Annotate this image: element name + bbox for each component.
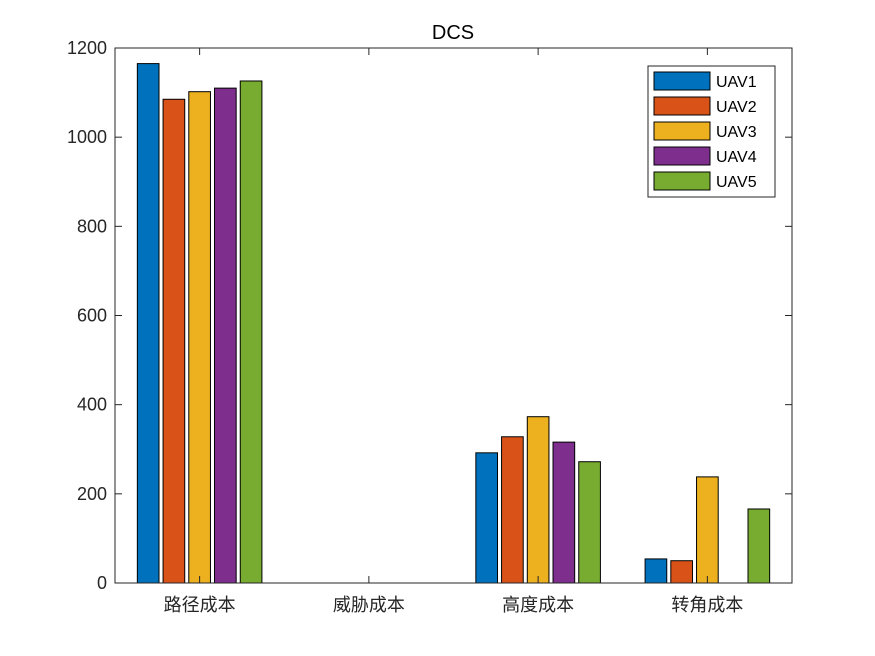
legend-swatch-uav3: [653, 121, 711, 141]
legend: UAV1 UAV2 UAV3 UAV4 UAV5: [647, 65, 776, 198]
y-tick-label: 800: [77, 216, 107, 236]
legend-label-uav5: UAV5: [716, 174, 757, 191]
bar-uav1-2: [475, 452, 498, 584]
bars-group: [136, 63, 771, 584]
x-tick-label: 高度成本: [502, 595, 574, 616]
legend-label-uav1: UAV1: [716, 74, 757, 91]
y-tick-label: 400: [77, 395, 107, 415]
bar-uav3-3: [696, 476, 719, 584]
y-tick-label: 600: [77, 306, 107, 326]
legend-swatch-uav1: [653, 71, 711, 91]
legend-swatch-uav4: [653, 146, 711, 166]
x-axis: 路径成本 威胁成本 高度成本 转角成本: [164, 48, 743, 616]
bar-uav2-0: [162, 98, 186, 584]
y-tick-label: 0: [97, 573, 107, 593]
axes-box: [114, 47, 793, 584]
x-tick-label: 威胁成本: [333, 595, 405, 616]
y-tick-label: 200: [77, 484, 107, 504]
y-axis: 0 200 400 600 800 1000 1200: [67, 38, 792, 593]
bar-uav2-3: [670, 560, 693, 584]
legend-swatch-uav5: [653, 171, 711, 191]
x-tick-label: 路径成本: [164, 595, 236, 616]
bar-uav5-3: [747, 508, 771, 584]
bar-uav3-0: [188, 91, 211, 584]
bar-uav3-2: [526, 416, 550, 584]
legend-swatch-uav2: [653, 96, 711, 116]
chart-title: DCS: [432, 22, 474, 44]
bar-uav5-0: [239, 80, 263, 584]
bar-uav4-0: [214, 87, 237, 584]
bar-uav4-2: [552, 441, 576, 584]
bar-uav1-0: [136, 63, 160, 584]
x-tick-label: 转角成本: [671, 595, 743, 616]
bar-uav5-2: [578, 461, 601, 584]
legend-label-uav3: UAV3: [716, 124, 757, 141]
bar-uav2-2: [501, 436, 524, 584]
y-tick-label: 1000: [67, 127, 107, 147]
legend-label-uav4: UAV4: [716, 149, 757, 166]
legend-label-uav2: UAV2: [716, 99, 757, 116]
bar-uav1-3: [644, 558, 668, 584]
y-tick-label: 1200: [67, 38, 107, 58]
